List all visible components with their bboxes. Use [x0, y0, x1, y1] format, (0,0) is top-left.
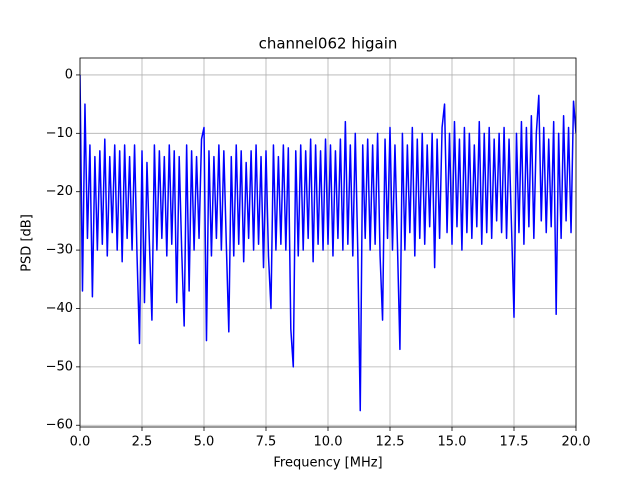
y-tick-label: −20 [46, 184, 73, 199]
x-tick-label: 0.0 [70, 435, 91, 450]
x-tick-label: 2.5 [132, 435, 153, 450]
x-tick-label: 12.5 [376, 435, 405, 450]
x-tick-label: 20.0 [562, 435, 591, 450]
y-tick-label: −60 [46, 418, 73, 433]
y-tick-label: −50 [46, 359, 73, 374]
x-tick-label: 7.5 [256, 435, 277, 450]
x-tick-label: 15.0 [438, 435, 467, 450]
y-tick-label: 0 [65, 67, 73, 82]
y-tick-label: −10 [46, 126, 73, 141]
psd-line [80, 74, 576, 412]
plot-frame [79, 57, 577, 428]
y-tick-label: −30 [46, 243, 73, 258]
chart-title: channel062 higain [259, 35, 398, 53]
x-tick-label: 5.0 [194, 435, 215, 450]
y-axis-label: PSD [dB] [20, 214, 35, 272]
x-tick-label: 10.0 [314, 435, 343, 450]
x-axis-label: Frequency [MHz] [273, 456, 382, 471]
y-tick-label: −40 [46, 301, 73, 316]
x-tick-label: 17.5 [500, 435, 529, 450]
